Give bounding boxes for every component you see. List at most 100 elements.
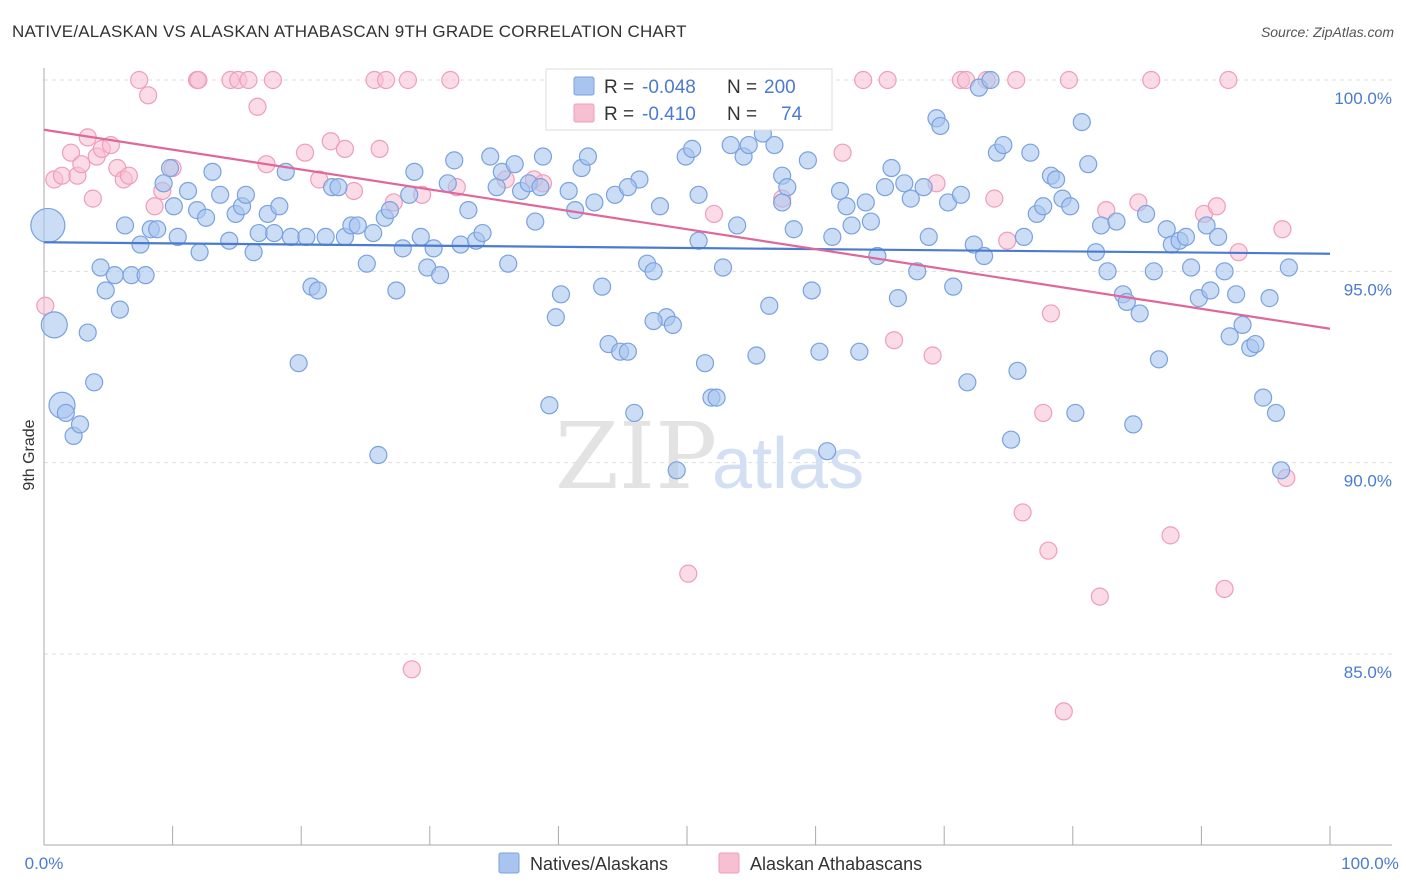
athabascan-point-48 [704, 204, 724, 224]
native-point-19 [160, 158, 180, 178]
native-point-75 [526, 212, 545, 231]
athabascan-point-64 [1034, 403, 1053, 423]
y-tick-labels: 100.0% 95.0% 90.0% 85.0% [1334, 89, 1392, 682]
athabascan-point-69 [1090, 587, 1109, 606]
native-point-43 [316, 227, 335, 246]
native-point-152 [1021, 143, 1040, 162]
native-point-61 [430, 266, 450, 285]
native-point-53 [380, 201, 400, 220]
native-point-138 [931, 116, 950, 136]
native-point-90 [625, 403, 644, 423]
bottom-legend-label-native: Natives/Alaskans [530, 854, 668, 874]
athabascan-point-30 [335, 139, 355, 158]
native-point-68 [481, 147, 500, 166]
athabascan-point-72 [1142, 70, 1161, 90]
native-point-56 [400, 185, 419, 204]
native-point-49 [357, 254, 376, 273]
native-point-154 [1034, 197, 1053, 216]
athabascan-point-13 [119, 166, 138, 185]
athabascan-point-14 [130, 70, 149, 90]
native-point-36 [270, 197, 289, 216]
native-point-99 [683, 139, 702, 158]
athabascan-point-24 [248, 97, 267, 116]
native-point-151 [1014, 227, 1034, 246]
native-point-108 [739, 135, 758, 155]
native-point-89 [618, 342, 637, 361]
native-point-62 [438, 174, 457, 193]
native-point-54 [387, 281, 406, 300]
legend-swatch-pink [573, 103, 595, 123]
native-trend-line [43, 241, 1331, 255]
native-point-15 [136, 266, 155, 285]
native-point-97 [667, 461, 686, 480]
x-tick-label-min: 0.0% [25, 854, 64, 873]
native-point-126 [856, 193, 875, 212]
legend: R = -0.048 N = 200 R = -0.410 N = 74 [545, 68, 833, 131]
native-point-31 [236, 185, 256, 204]
native-point-111 [760, 296, 779, 315]
native-point-177 [1182, 258, 1201, 277]
legend-swatch-blue [573, 76, 595, 96]
legend-r-value-1: -0.048 [642, 77, 696, 98]
native-point-35 [265, 223, 284, 243]
trend-lines [43, 128, 1331, 330]
axes [43, 68, 1392, 846]
native-point-21 [168, 227, 187, 246]
series-native-points [30, 70, 1298, 480]
athabascan-point-80 [1273, 220, 1292, 239]
native-point-168 [1124, 415, 1143, 434]
native-point-18 [154, 174, 173, 193]
native-point-17 [148, 220, 167, 239]
native-point-104 [713, 258, 733, 277]
native-point-63 [445, 151, 464, 170]
athabascan-point-7 [83, 189, 102, 208]
y-tick-label-90: 90.0% [1344, 472, 1392, 491]
athabascan-point-23 [239, 70, 258, 90]
native-point-10 [105, 266, 124, 285]
native-point-69 [487, 178, 506, 197]
athabascan-trend-line [43, 128, 1331, 330]
native-point-176 [1176, 227, 1196, 246]
native-point-6 [78, 323, 97, 342]
athabascan-point-76 [1215, 579, 1234, 599]
native-point-158 [1061, 197, 1080, 216]
y-tick-label-95: 95.0% [1344, 280, 1392, 299]
native-point-188 [1254, 388, 1273, 407]
native-point-85 [593, 277, 612, 296]
native-point-163 [1091, 216, 1111, 235]
native-point-80 [559, 181, 578, 201]
native-point-196 [689, 231, 708, 250]
native-point-141 [951, 185, 971, 204]
native-point-129 [875, 178, 895, 197]
native-point-179 [1197, 216, 1216, 235]
native-point-192 [1279, 258, 1298, 277]
y-tick-label-85: 85.0% [1344, 663, 1392, 682]
native-point-164 [1098, 262, 1117, 281]
native-point-132 [895, 174, 914, 193]
athabascan-point-77 [1219, 70, 1238, 90]
legend-r-value-2: -0.410 [642, 104, 696, 125]
native-point-25 [196, 208, 216, 227]
native-point-150 [1008, 361, 1027, 380]
native-point-191 [1272, 461, 1291, 480]
native-point-12 [115, 216, 135, 235]
athabascan-point-47 [679, 564, 698, 583]
native-point-136 [919, 227, 938, 246]
athabascan-point-75 [1207, 197, 1226, 216]
athabascan-point-51 [833, 143, 852, 162]
native-point-32 [244, 243, 263, 262]
native-point-105 [721, 135, 740, 155]
athabascan-point-60 [985, 189, 1004, 208]
athabascan-point-68 [1054, 702, 1073, 721]
native-point-0 [30, 207, 66, 244]
native-point-134 [908, 262, 927, 281]
athabascan-point-20 [189, 70, 208, 90]
native-point-148 [994, 135, 1013, 155]
x-tick-label-max: 100.0% [1341, 854, 1399, 873]
athabascan-point-27 [295, 143, 315, 162]
athabascan-point-61 [998, 231, 1017, 250]
native-point-131 [888, 289, 908, 308]
watermark: ZIP atlas [555, 403, 864, 510]
athabascan-point-31 [344, 181, 364, 201]
native-point-183 [1220, 327, 1239, 346]
